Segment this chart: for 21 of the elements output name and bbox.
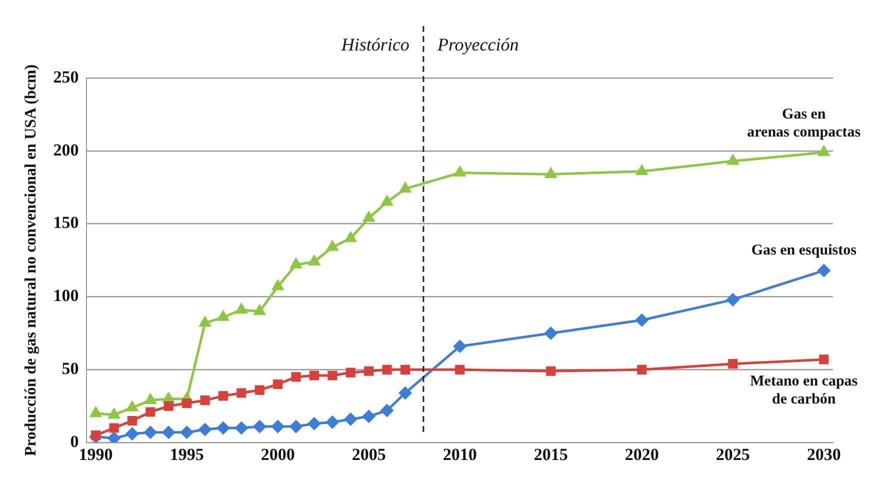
x-tick-label: 2010 [442, 445, 477, 464]
y-tick-label: 150 [53, 213, 79, 232]
x-tick-label: 2020 [624, 445, 659, 464]
x-tick-label: 2015 [534, 445, 568, 464]
series-label: Gas en arenas compactas [747, 106, 861, 140]
x-tick-label: 1990 [78, 445, 113, 464]
x-tick-label: 2025 [716, 445, 750, 464]
y-tick-label: 250 [53, 67, 79, 86]
x-tick-label: 2000 [260, 445, 295, 464]
y-axis-title: Producción de gas natural no convencional en USA (bcm) [22, 64, 40, 456]
y-tick-label: 100 [53, 286, 79, 306]
series-label: Gas en esquistos [751, 242, 857, 259]
y-tick-label: 50 [62, 359, 79, 378]
text: Histórico [340, 34, 410, 55]
text: Proyección [436, 34, 519, 55]
y-tick-label: 0 [70, 432, 79, 451]
series-label: Metano en capas de carbón [750, 373, 858, 408]
x-tick-label: 2030 [806, 445, 841, 464]
x-tick-label: 1995 [170, 445, 204, 464]
y-tick-label: 200 [53, 140, 79, 160]
x-tick-label: 2005 [352, 445, 386, 464]
